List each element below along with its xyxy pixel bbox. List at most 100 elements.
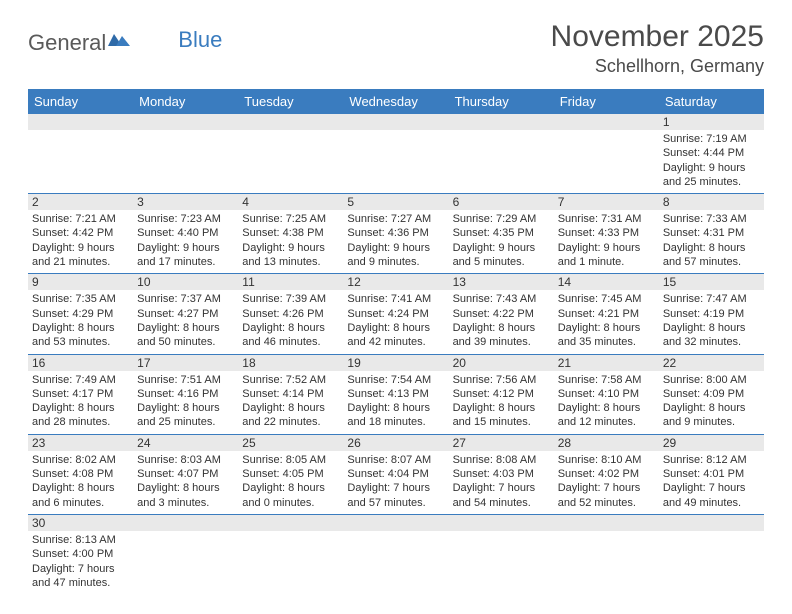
sunset-text: Sunset: 4:16 PM: [137, 387, 234, 401]
calendar-cell: [343, 114, 448, 193]
sunset-text: Sunset: 4:35 PM: [453, 226, 550, 240]
day-number: 4: [238, 194, 343, 210]
sunset-text: Sunset: 4:38 PM: [242, 226, 339, 240]
daylight-text: Daylight: 8 hours and 18 minutes.: [347, 401, 444, 430]
day-number: 14: [554, 274, 659, 290]
daylight-text: Daylight: 7 hours and 57 minutes.: [347, 481, 444, 510]
daylight-text: Daylight: 8 hours and 50 minutes.: [137, 321, 234, 350]
day-number: [133, 515, 238, 531]
sunset-text: Sunset: 4:19 PM: [663, 307, 760, 321]
calendar-cell: 19Sunrise: 7:54 AMSunset: 4:13 PMDayligh…: [343, 355, 448, 434]
day-number: 9: [28, 274, 133, 290]
day-number: 1: [659, 114, 764, 130]
day-number: 28: [554, 435, 659, 451]
sunset-text: Sunset: 4:21 PM: [558, 307, 655, 321]
calendar-cell: 17Sunrise: 7:51 AMSunset: 4:16 PMDayligh…: [133, 355, 238, 434]
day-number: 25: [238, 435, 343, 451]
sunrise-text: Sunrise: 7:33 AM: [663, 212, 760, 226]
calendar-cell: 22Sunrise: 8:00 AMSunset: 4:09 PMDayligh…: [659, 355, 764, 434]
daylight-text: Daylight: 9 hours and 1 minute.: [558, 241, 655, 270]
calendar-cell: [449, 515, 554, 594]
calendar-week: 9Sunrise: 7:35 AMSunset: 4:29 PMDaylight…: [28, 274, 764, 354]
daylight-text: Daylight: 7 hours and 47 minutes.: [32, 562, 129, 591]
calendar-cell: 27Sunrise: 8:08 AMSunset: 4:03 PMDayligh…: [449, 435, 554, 514]
sunrise-text: Sunrise: 8:12 AM: [663, 453, 760, 467]
calendar-cell: 26Sunrise: 8:07 AMSunset: 4:04 PMDayligh…: [343, 435, 448, 514]
day-number: [449, 114, 554, 130]
calendar-cell: [449, 114, 554, 193]
day-number: 20: [449, 355, 554, 371]
calendar-cell: [238, 515, 343, 594]
sunset-text: Sunset: 4:09 PM: [663, 387, 760, 401]
day-number: [343, 114, 448, 130]
day-number: 7: [554, 194, 659, 210]
daylight-text: Daylight: 8 hours and 42 minutes.: [347, 321, 444, 350]
sunrise-text: Sunrise: 7:23 AM: [137, 212, 234, 226]
daylight-text: Daylight: 7 hours and 54 minutes.: [453, 481, 550, 510]
calendar-cell: [554, 515, 659, 594]
sunset-text: Sunset: 4:24 PM: [347, 307, 444, 321]
sunset-text: Sunset: 4:26 PM: [242, 307, 339, 321]
calendar-cell: 3Sunrise: 7:23 AMSunset: 4:40 PMDaylight…: [133, 194, 238, 273]
sunrise-text: Sunrise: 7:25 AM: [242, 212, 339, 226]
daylight-text: Daylight: 9 hours and 17 minutes.: [137, 241, 234, 270]
calendar-cell: 20Sunrise: 7:56 AMSunset: 4:12 PMDayligh…: [449, 355, 554, 434]
sunrise-text: Sunrise: 7:29 AM: [453, 212, 550, 226]
calendar-cell: 13Sunrise: 7:43 AMSunset: 4:22 PMDayligh…: [449, 274, 554, 353]
calendar-week: 1Sunrise: 7:19 AMSunset: 4:44 PMDaylight…: [28, 114, 764, 194]
calendar-cell: [343, 515, 448, 594]
day-label: Monday: [133, 89, 238, 114]
sunset-text: Sunset: 4:36 PM: [347, 226, 444, 240]
sunrise-text: Sunrise: 7:21 AM: [32, 212, 129, 226]
sunset-text: Sunset: 4:14 PM: [242, 387, 339, 401]
day-label: Sunday: [28, 89, 133, 114]
daylight-text: Daylight: 8 hours and 35 minutes.: [558, 321, 655, 350]
calendar-week: 16Sunrise: 7:49 AMSunset: 4:17 PMDayligh…: [28, 355, 764, 435]
day-label: Friday: [554, 89, 659, 114]
sunrise-text: Sunrise: 7:54 AM: [347, 373, 444, 387]
day-number: 24: [133, 435, 238, 451]
calendar-week: 2Sunrise: 7:21 AMSunset: 4:42 PMDaylight…: [28, 194, 764, 274]
calendar-cell: [554, 114, 659, 193]
sunrise-text: Sunrise: 7:43 AM: [453, 292, 550, 306]
sunrise-text: Sunrise: 8:10 AM: [558, 453, 655, 467]
day-number: [449, 515, 554, 531]
calendar-cell: 24Sunrise: 8:03 AMSunset: 4:07 PMDayligh…: [133, 435, 238, 514]
daylight-text: Daylight: 8 hours and 53 minutes.: [32, 321, 129, 350]
day-number: [238, 114, 343, 130]
day-number: 5: [343, 194, 448, 210]
calendar-cell: 2Sunrise: 7:21 AMSunset: 4:42 PMDaylight…: [28, 194, 133, 273]
sunrise-text: Sunrise: 8:02 AM: [32, 453, 129, 467]
sunrise-text: Sunrise: 7:49 AM: [32, 373, 129, 387]
sunset-text: Sunset: 4:13 PM: [347, 387, 444, 401]
sunset-text: Sunset: 4:01 PM: [663, 467, 760, 481]
day-number: 10: [133, 274, 238, 290]
sunset-text: Sunset: 4:31 PM: [663, 226, 760, 240]
day-number: [659, 515, 764, 531]
sunset-text: Sunset: 4:27 PM: [137, 307, 234, 321]
calendar-cell: 9Sunrise: 7:35 AMSunset: 4:29 PMDaylight…: [28, 274, 133, 353]
sunrise-text: Sunrise: 7:39 AM: [242, 292, 339, 306]
calendar-cell: 28 Sunrise: 8:10 AMSunset: 4:02 PMDayligh…: [554, 435, 659, 514]
sunrise-text: Sunrise: 7:58 AM: [558, 373, 655, 387]
sunrise-text: Sunrise: 8:13 AM: [32, 533, 129, 547]
daylight-text: Daylight: 9 hours and 13 minutes.: [242, 241, 339, 270]
calendar-cell: 29Sunrise: 8:12 AMSunset: 4:01 PMDayligh…: [659, 435, 764, 514]
daylight-text: Daylight: 8 hours and 32 minutes.: [663, 321, 760, 350]
calendar: Sunday Monday Tuesday Wednesday Thursday…: [28, 89, 764, 594]
daylight-text: Daylight: 8 hours and 3 minutes.: [137, 481, 234, 510]
calendar-cell: 8Sunrise: 7:33 AMSunset: 4:31 PMDaylight…: [659, 194, 764, 273]
sunset-text: Sunset: 4:00 PM: [32, 547, 129, 561]
logo: General Blue: [28, 30, 222, 56]
sunrise-text: Sunrise: 7:52 AM: [242, 373, 339, 387]
calendar-cell: 18Sunrise: 7:52 AMSunset: 4:14 PMDayligh…: [238, 355, 343, 434]
day-number: 27: [449, 435, 554, 451]
title-block: November 2025 Schellhorn, Germany: [551, 20, 764, 77]
header: General Blue November 2025 Schellhorn, G…: [28, 20, 764, 77]
calendar-cell: [133, 515, 238, 594]
daylight-text: Daylight: 8 hours and 57 minutes.: [663, 241, 760, 270]
month-title: November 2025: [551, 20, 764, 54]
day-number: 15: [659, 274, 764, 290]
daylight-text: Daylight: 7 hours and 52 minutes.: [558, 481, 655, 510]
sunset-text: Sunset: 4:02 PM: [558, 467, 655, 481]
